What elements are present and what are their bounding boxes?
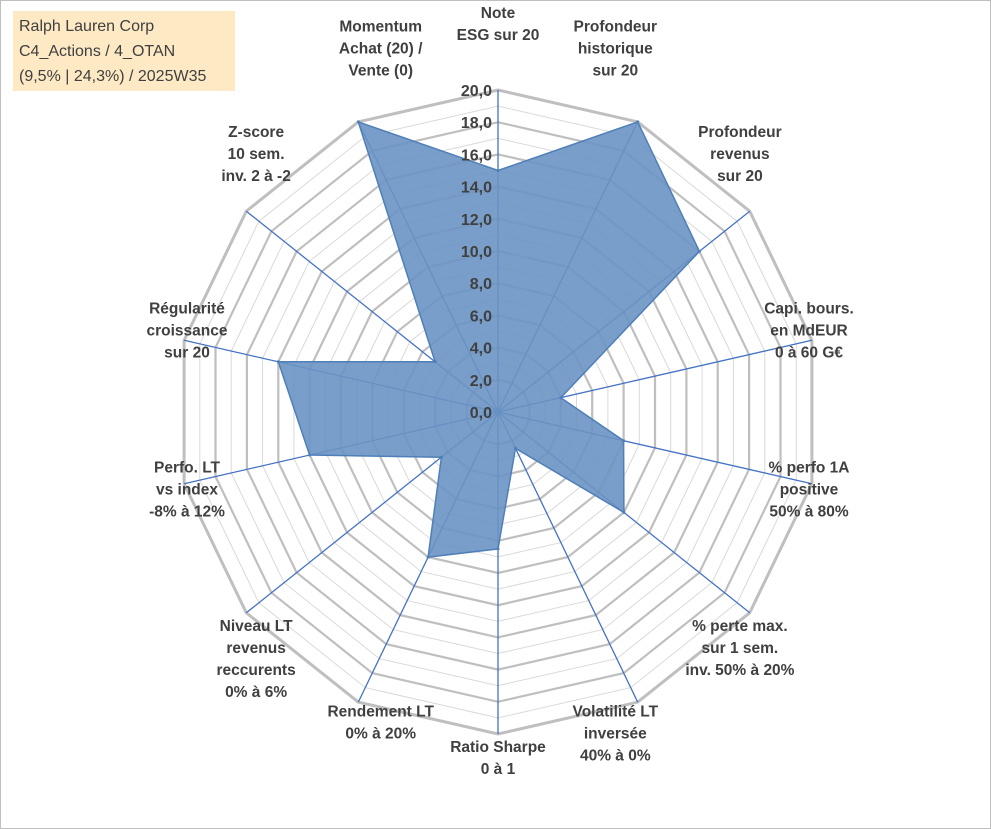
category-label: Momentum Achat (20) / Vente (0) bbox=[339, 19, 423, 80]
category-label: Perfo. LT vs index -8% à 12% bbox=[149, 460, 225, 521]
data-point bbox=[439, 455, 443, 459]
radial-tick-label: 4,0 bbox=[470, 341, 492, 358]
radial-tick-label: 0,0 bbox=[470, 405, 492, 422]
data-point bbox=[636, 120, 640, 124]
category-label-line: inv. 50% à 20% bbox=[685, 662, 794, 679]
category-label-line: Volatilité LT bbox=[573, 704, 659, 721]
radial-tick-label: 12,0 bbox=[461, 212, 492, 229]
category-label-line: -8% à 12% bbox=[149, 504, 225, 521]
radial-tick-label: 20,0 bbox=[461, 83, 492, 100]
category-label: Niveau LT revenus reccurents 0% à 6% bbox=[216, 618, 295, 701]
data-point bbox=[559, 396, 563, 400]
category-label-line: revenus bbox=[710, 146, 769, 163]
category-label-line: vs index bbox=[156, 482, 218, 499]
data-point bbox=[496, 169, 500, 172]
category-label-line: reccurents bbox=[216, 662, 295, 679]
category-label-line: Momentum bbox=[339, 19, 422, 36]
radial-tick-label: 8,0 bbox=[470, 276, 492, 293]
category-label-line: Vente (0) bbox=[348, 63, 413, 80]
category-label: Z-score 10 sem. inv. 2 à -2 bbox=[221, 124, 291, 185]
category-label-line: inv. 2 à -2 bbox=[221, 168, 291, 185]
category-label-line: Ratio Sharpe bbox=[450, 739, 546, 756]
category-label-line: Niveau LT bbox=[220, 618, 293, 635]
radial-tick-label: 16,0 bbox=[461, 147, 492, 164]
category-label-line: Achat (20) / bbox=[339, 41, 423, 58]
category-label: Ratio Sharpe 0 à 1 bbox=[450, 739, 546, 778]
category-label-line: positive bbox=[780, 482, 839, 499]
category-label-line: 10 sem. bbox=[228, 146, 285, 163]
radar-spoke bbox=[497, 411, 639, 703]
category-label: % perte max. sur 1 sem. inv. 50% à 20% bbox=[685, 618, 794, 679]
category-label-line: sur 20 bbox=[717, 168, 763, 185]
category-label-line: Profondeur bbox=[574, 19, 658, 36]
category-label: Volatilité LT inversée 40% à 0% bbox=[573, 704, 659, 765]
category-label-line: Note bbox=[481, 5, 516, 22]
radial-tick-label: 2,0 bbox=[470, 373, 492, 390]
category-label-line: inversée bbox=[584, 726, 647, 743]
data-point bbox=[622, 439, 626, 443]
category-label-line: sur 20 bbox=[164, 344, 210, 361]
category-label-line: 40% à 0% bbox=[580, 748, 651, 765]
data-point bbox=[622, 510, 626, 514]
data-point bbox=[433, 360, 437, 364]
category-label: Rendement LT 0% à 20% bbox=[327, 704, 434, 743]
category-label-line: % perte max. bbox=[692, 618, 788, 635]
data-point bbox=[426, 555, 430, 559]
category-label-line: sur 20 bbox=[592, 63, 638, 80]
category-label-line: en MdEUR bbox=[770, 322, 848, 339]
data-point bbox=[697, 249, 701, 253]
category-label-line: revenus bbox=[226, 640, 285, 657]
data-point bbox=[356, 120, 360, 124]
category-label: Note ESG sur 20 bbox=[457, 5, 540, 44]
category-label-line: 0 à 1 bbox=[481, 761, 516, 778]
category-label: Profondeur historique sur 20 bbox=[574, 19, 658, 80]
title-line-category: C4_Actions / 4_OTAN bbox=[19, 43, 176, 60]
radial-tick-label: 14,0 bbox=[461, 180, 492, 197]
category-label-line: ESG sur 20 bbox=[457, 27, 540, 44]
category-label-line: 0 à 60 G€ bbox=[775, 344, 843, 361]
title-line-period: (9,5% | 24,3%) / 2025W35 bbox=[19, 68, 207, 85]
category-label-line: Capi. bours. bbox=[764, 300, 854, 317]
category-label-line: Perfo. LT bbox=[154, 460, 221, 477]
category-label: Régularité croissance sur 20 bbox=[147, 300, 228, 361]
category-label-line: Rendement LT bbox=[327, 704, 434, 721]
category-label-line: Z-score bbox=[228, 124, 284, 141]
chart-title-box: Ralph Lauren Corp C4_Actions / 4_OTAN (9… bbox=[13, 11, 235, 91]
category-label-line: 0% à 6% bbox=[225, 684, 287, 701]
category-label-line: Profondeur bbox=[698, 124, 782, 141]
category-label-line: 50% à 80% bbox=[769, 504, 848, 521]
data-point bbox=[276, 360, 280, 364]
radial-tick-label: 10,0 bbox=[461, 244, 492, 261]
category-label-line: sur 1 sem. bbox=[702, 640, 779, 657]
data-point bbox=[514, 446, 517, 450]
radial-tick-label: 6,0 bbox=[470, 308, 492, 325]
title-line-company: Ralph Lauren Corp bbox=[19, 18, 155, 35]
category-label: Profondeur revenus sur 20 bbox=[698, 124, 782, 185]
radial-tick-label: 18,0 bbox=[461, 115, 492, 132]
category-label-line: 0% à 20% bbox=[345, 726, 416, 743]
category-label-line: % perfo 1A bbox=[769, 460, 850, 477]
category-label: % perfo 1A positive 50% à 80% bbox=[769, 460, 850, 521]
category-label: Capi. bours. en MdEUR 0 à 60 G€ bbox=[764, 300, 854, 361]
data-point bbox=[496, 547, 500, 551]
category-label-line: historique bbox=[578, 41, 653, 58]
category-label-line: Régularité bbox=[149, 300, 225, 317]
category-label-line: croissance bbox=[147, 322, 228, 339]
data-point bbox=[308, 453, 312, 457]
